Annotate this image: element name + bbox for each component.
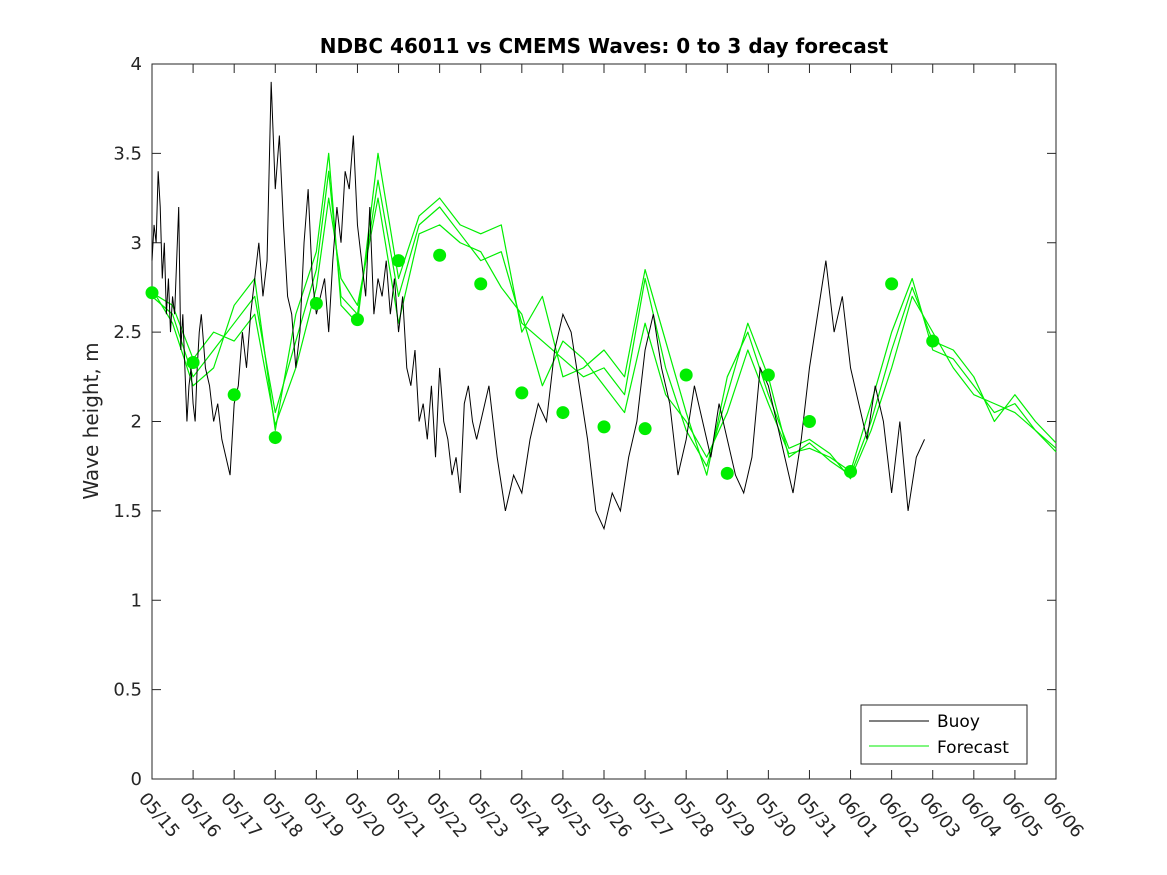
legend-buoy-label: Buoy — [937, 712, 980, 732]
y-tick-label: 2 — [131, 412, 142, 433]
x-tick-label: 06/04 — [956, 789, 1005, 842]
x-tick-label: 05/21 — [381, 789, 430, 842]
legend: Buoy Forecast — [860, 704, 1028, 765]
forecast-marker — [761, 368, 775, 382]
legend-box — [860, 704, 1028, 765]
forecast-marker — [802, 415, 816, 428]
x-tick-label: 05/19 — [299, 789, 348, 842]
x-tick-label: 05/20 — [340, 789, 389, 842]
x-tick-label: 05/22 — [422, 789, 471, 842]
buoy-line — [151, 81, 925, 531]
x-tick-label: 05/15 — [134, 789, 183, 842]
x-tick-label: 05/23 — [463, 789, 512, 842]
y-tick-label: 0.5 — [113, 680, 142, 701]
x-tick-label: 05/27 — [627, 789, 676, 842]
forecast-line — [151, 152, 1057, 480]
forecast-marker — [638, 422, 652, 436]
y-axis-label: Wave height, m — [79, 342, 103, 499]
x-tick-label: 05/30 — [751, 789, 800, 842]
x-tick-label: 06/01 — [833, 789, 882, 842]
x-tick-label: 06/06 — [1038, 789, 1087, 842]
x-tick-label: 05/28 — [668, 789, 717, 842]
forecast-marker — [556, 406, 570, 420]
y-tick-label: 2.5 — [113, 322, 142, 343]
x-tick-label: 05/26 — [586, 789, 635, 842]
forecast-marker — [844, 465, 858, 479]
x-tick-label: 06/05 — [997, 789, 1046, 842]
x-tick-label: 05/29 — [709, 789, 758, 842]
forecast-marker — [268, 431, 282, 445]
forecast-marker — [392, 254, 406, 268]
x-tick-label: 05/31 — [792, 789, 841, 842]
forecast-marker — [309, 297, 323, 311]
y-tick-label: 3 — [131, 233, 142, 254]
x-tick-label: 06/03 — [915, 789, 964, 842]
x-tick-label: 05/24 — [504, 789, 553, 842]
forecast-marker — [720, 466, 734, 480]
x-tick-label: 06/02 — [874, 789, 923, 842]
y-tick-label: 1 — [131, 590, 142, 611]
y-tick-label: 1.5 — [113, 501, 142, 522]
forecast-marker — [186, 356, 200, 370]
y-tick-label: 4 — [131, 54, 142, 75]
x-tick-label: 05/17 — [216, 789, 265, 842]
x-tick-label: 05/18 — [257, 789, 306, 842]
series-layer — [145, 81, 1057, 531]
y-tick-label: 3.5 — [113, 143, 142, 164]
forecast-marker — [433, 248, 447, 262]
forecast-marker — [679, 368, 693, 382]
forecast-marker — [145, 286, 159, 300]
forecast-marker — [227, 388, 241, 402]
forecast-line — [151, 170, 1057, 476]
x-tick-label: 05/25 — [545, 789, 594, 842]
forecast-marker — [515, 386, 529, 400]
y-tick-label: 0 — [131, 769, 142, 790]
chart-title: NDBC 46011 vs CMEMS Waves: 0 to 3 day fo… — [320, 34, 889, 58]
forecast-marker — [885, 277, 899, 291]
forecast-marker — [474, 277, 488, 291]
forecast-marker — [926, 334, 940, 348]
forecast-marker — [350, 313, 364, 327]
legend-forecast-label: Forecast — [937, 738, 1009, 758]
x-tick-label: 05/16 — [175, 789, 224, 842]
forecast-marker — [597, 420, 611, 434]
